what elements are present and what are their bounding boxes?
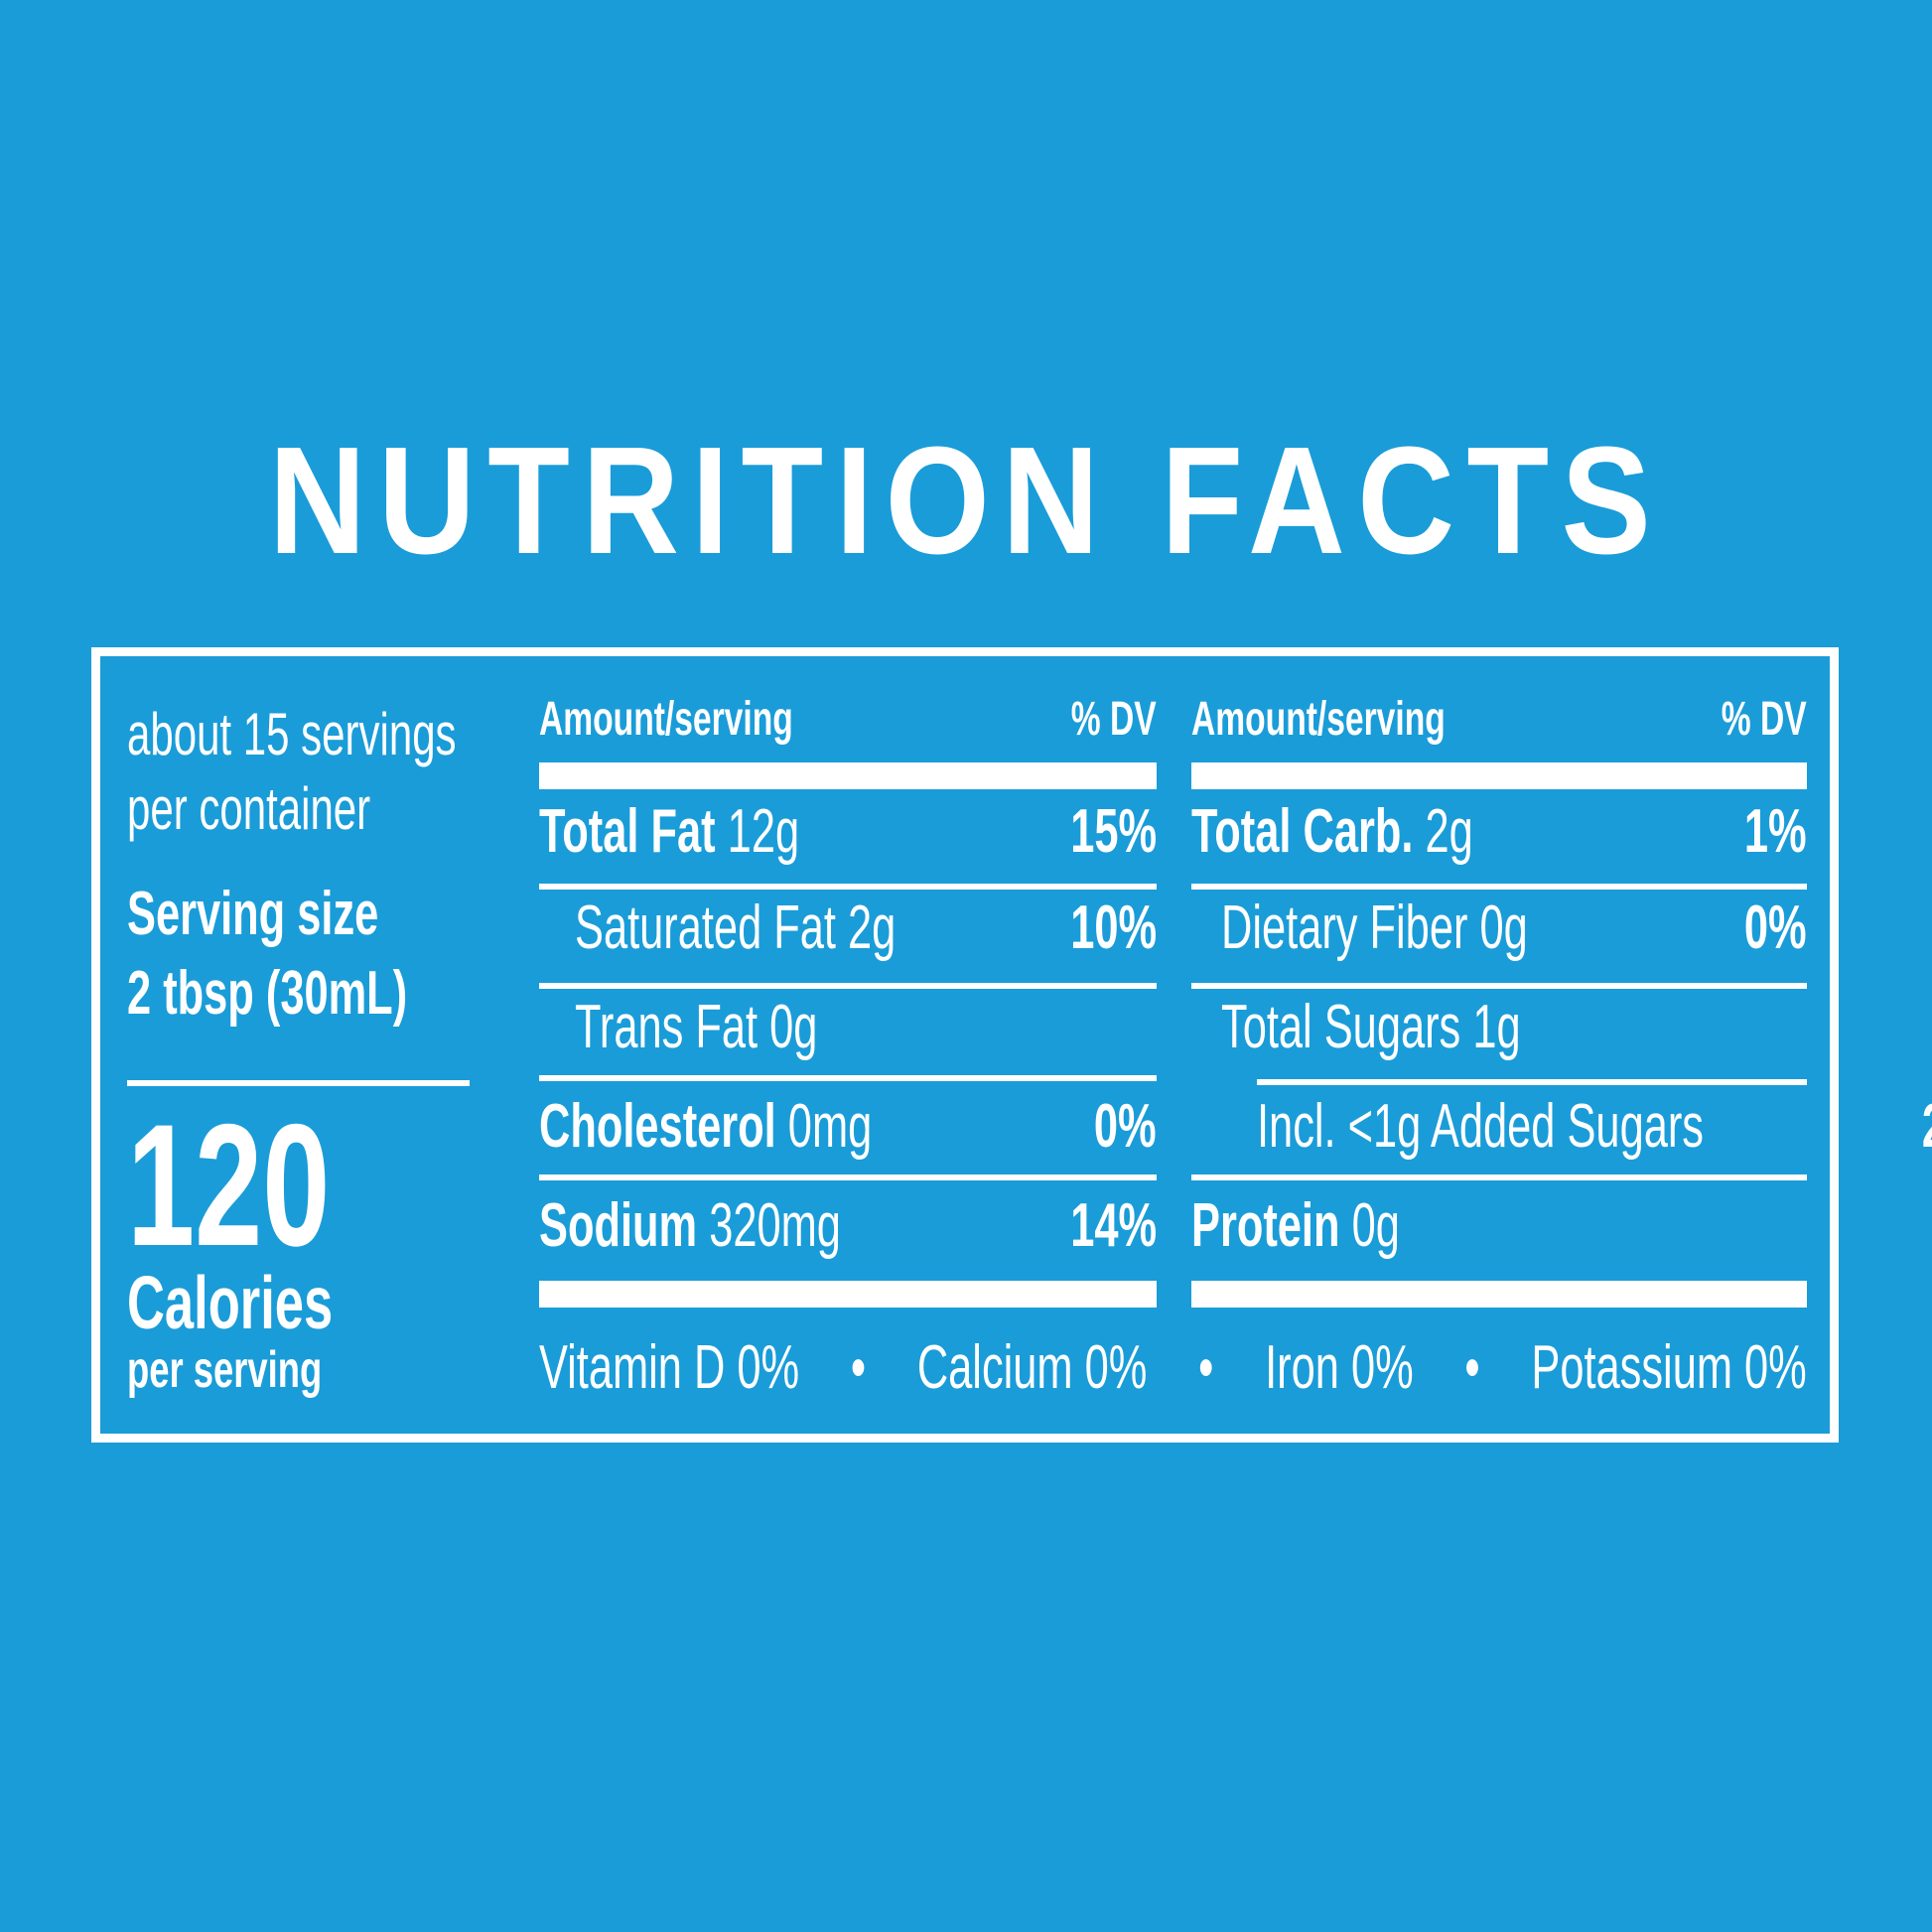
nutrient-amount: 0g bbox=[1351, 1191, 1400, 1260]
divider-rule bbox=[539, 1075, 1157, 1081]
divider-rule-indented bbox=[1257, 1079, 1807, 1085]
nutrition-facts-table: about 15 servings per container Serving s… bbox=[91, 647, 1932, 1443]
nutrient-name: Trans Fat 0g bbox=[575, 993, 818, 1061]
thick-bar bbox=[1191, 1281, 1807, 1308]
nutrient-amount: 0mg bbox=[787, 1092, 873, 1161]
nutrient-row-dietary-fiber: Dietary Fiber 0g 0% bbox=[1191, 897, 1807, 959]
column-header: Amount/serving % DV bbox=[1191, 696, 1807, 744]
daily-value-percent: 10% bbox=[1070, 894, 1157, 962]
thick-bar bbox=[539, 762, 1157, 789]
daily-value-percent: 0% bbox=[1094, 1092, 1157, 1161]
page-title: NUTRITION FACTS bbox=[268, 415, 1664, 586]
nutrient-name: Total Carb. 2g bbox=[1191, 797, 1473, 866]
header-percent-dv: % DV bbox=[1071, 693, 1157, 746]
nutrient-row-protein: Protein 0g bbox=[1191, 1195, 1807, 1257]
daily-value-percent: 1% bbox=[1744, 797, 1807, 866]
nutrient-name: Cholesterol 0mg bbox=[539, 1092, 873, 1161]
divider-rule bbox=[1191, 983, 1807, 989]
nutrient-amount: 1g bbox=[1472, 993, 1521, 1061]
serving-size-value: 2 tbsp (30mL) bbox=[127, 959, 408, 1028]
nutrient-name: Protein 0g bbox=[1191, 1191, 1400, 1260]
nutrient-amount: 2g bbox=[848, 894, 897, 962]
nutrient-amount: 2g bbox=[1425, 797, 1473, 866]
column-header: Amount/serving % DV bbox=[539, 696, 1157, 744]
nutrient-row-saturated-fat: Saturated Fat 2g 10% bbox=[539, 897, 1157, 959]
thick-bar bbox=[1191, 762, 1807, 789]
bullet-separator: • bbox=[1198, 1333, 1214, 1402]
nutrient-amount: 0g bbox=[769, 993, 818, 1061]
divider-rule bbox=[1191, 884, 1807, 890]
nutrient-row-total-carb: Total Carb. 2g 1% bbox=[1191, 801, 1807, 863]
nutrient-row-cholesterol: Cholesterol 0mg 0% bbox=[539, 1096, 1157, 1158]
nutrient-name: Total Sugars 1g bbox=[1221, 993, 1521, 1061]
calories-value: 120 bbox=[127, 1089, 331, 1283]
micronutrients-row: Vitamin D 0% • Calcium 0% • Iron 0% • Po… bbox=[539, 1337, 1807, 1399]
nutrient-amount: 12g bbox=[727, 797, 800, 866]
nutrient-amount: 320mg bbox=[709, 1191, 841, 1260]
servings-line-2: per container bbox=[127, 775, 371, 842]
nutrient-amount: 0g bbox=[1479, 894, 1528, 962]
divider-rule bbox=[539, 983, 1157, 989]
daily-value-percent: 15% bbox=[1070, 797, 1157, 866]
nutrient-row-added-sugars: Incl. <1g Added Sugars 2% bbox=[1191, 1092, 1932, 1161]
nutrient-row-total-fat: Total Fat 12g 15% bbox=[539, 801, 1157, 863]
micronutrient-calcium: Calcium 0% bbox=[916, 1333, 1148, 1402]
servings-line-1: about 15 servings bbox=[127, 701, 457, 767]
nutrient-row-trans-fat: Trans Fat 0g bbox=[539, 997, 1157, 1058]
nutrient-name: Sodium 320mg bbox=[539, 1191, 841, 1260]
micronutrient-potassium: Potassium 0% bbox=[1531, 1333, 1807, 1402]
daily-value-percent: 0% bbox=[1744, 894, 1807, 962]
header-amount-serving: Amount/serving bbox=[539, 693, 793, 746]
nutrient-name: Total Fat 12g bbox=[539, 797, 800, 866]
servings-per-container: about 15 servings per container bbox=[127, 697, 598, 846]
serving-size-label: Serving size bbox=[127, 880, 379, 948]
nutrient-row-total-sugars: Total Sugars 1g bbox=[1191, 997, 1807, 1058]
header-percent-dv: % DV bbox=[1722, 693, 1807, 746]
nutrient-name: Saturated Fat 2g bbox=[575, 894, 897, 962]
calories-per-serving: per serving bbox=[127, 1341, 323, 1399]
header-amount-serving: Amount/serving bbox=[1191, 693, 1446, 746]
nutrient-row-sodium: Sodium 320mg 14% bbox=[539, 1195, 1157, 1257]
divider-rule bbox=[1191, 1174, 1807, 1180]
nutrient-name: Incl. <1g Added Sugars bbox=[1257, 1092, 1705, 1161]
bullet-separator: • bbox=[1464, 1333, 1480, 1402]
micronutrient-iron: Iron 0% bbox=[1265, 1333, 1414, 1402]
daily-value-percent: 2% bbox=[1922, 1096, 1932, 1158]
thick-bar bbox=[539, 1281, 1157, 1308]
divider-rule bbox=[539, 884, 1157, 890]
daily-value-percent: 14% bbox=[1070, 1191, 1157, 1260]
micronutrient-vitamin-d: Vitamin D 0% bbox=[539, 1333, 800, 1402]
nutrient-name: Dietary Fiber 0g bbox=[1221, 894, 1528, 962]
divider-rule bbox=[539, 1174, 1157, 1180]
divider-rule-calories bbox=[127, 1080, 470, 1086]
bullet-separator: • bbox=[850, 1333, 867, 1402]
calories-label: Calories bbox=[127, 1261, 334, 1344]
serving-size: Serving size 2 tbsp (30mL) bbox=[127, 875, 527, 1034]
